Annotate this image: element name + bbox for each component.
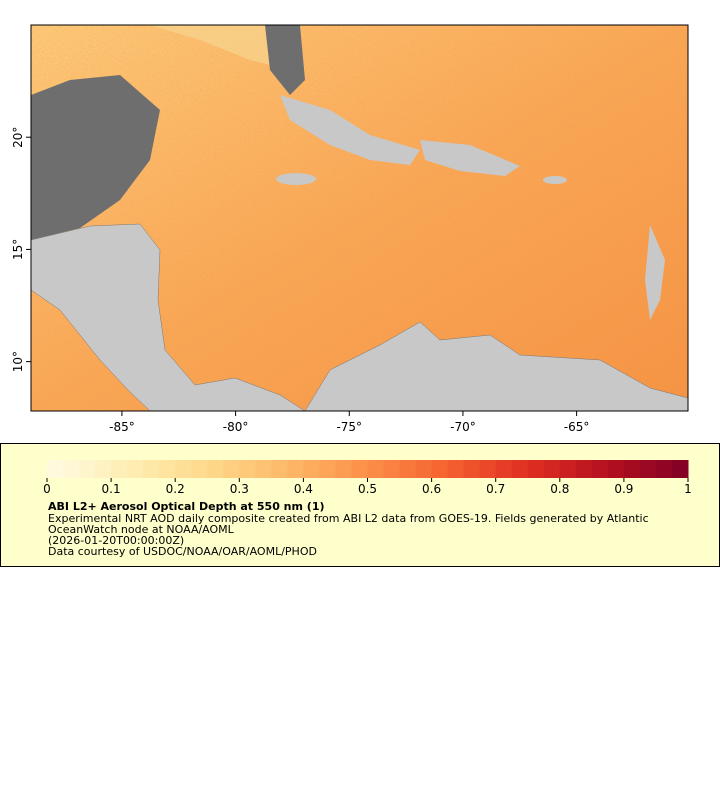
colorbar-step	[415, 460, 433, 478]
x-tick-label: -75°	[336, 420, 362, 434]
map-frame	[30, 24, 689, 412]
colorbar-step	[63, 460, 80, 478]
colorbar-step	[447, 460, 465, 478]
colorbar-step	[383, 460, 401, 478]
colorbar-tick-label: 0.5	[358, 482, 377, 496]
colorbar-tick-label: 0.4	[294, 482, 313, 496]
legend-line: OceanWatch node at NOAA/AOML	[48, 523, 235, 536]
central-america	[31, 223, 306, 411]
colorbar-step	[223, 460, 240, 478]
colorbar-step	[671, 460, 689, 478]
lesser-antilles	[645, 225, 665, 320]
x-tick-label: -85°	[109, 420, 135, 434]
colorbar-step	[95, 460, 112, 478]
colorbar-step	[335, 460, 352, 478]
colorbar-step	[431, 460, 449, 478]
colorbar-tick-label: 0.9	[614, 482, 633, 496]
colorbar-tick-label: 0	[43, 482, 51, 496]
colorbar-tick-label: 0.8	[550, 482, 569, 496]
x-tick-label: -65°	[564, 420, 590, 434]
colorbar-step	[479, 460, 497, 478]
haze	[150, 25, 300, 70]
colorbar-tick-label: 0.1	[102, 482, 121, 496]
hispaniola	[420, 140, 520, 176]
legend-title: ABI L2+ Aerosol Optical Depth at 550 nm …	[48, 500, 325, 513]
axes: -85° -80° -75° -70° -65° 10° 15° 20°	[11, 127, 589, 434]
south-america	[304, 321, 688, 411]
y-tick-label: 20°	[11, 127, 25, 148]
colorbar-step	[655, 460, 673, 478]
x-tick-label: -70°	[450, 420, 476, 434]
colorbar: 0 0.1 0.2 0.3 0.4 0.5 0.6 0.7 0.8 0.9 1	[43, 460, 692, 496]
colorbar-step	[511, 460, 529, 478]
colorbar-step	[623, 460, 641, 478]
cloud-land	[31, 75, 160, 240]
colorbar-step	[367, 460, 385, 478]
colorbar-step	[127, 460, 144, 478]
legend-line: (2026-01-20T00:00:00Z)	[48, 534, 184, 547]
colorbar-step	[463, 460, 481, 478]
colorbar-step	[111, 460, 128, 478]
x-tick-label: -80°	[223, 420, 249, 434]
colorbar-tick-label: 0.3	[230, 482, 249, 496]
colorbar-step	[191, 460, 208, 478]
jamaica	[276, 173, 316, 185]
colorbar-step	[559, 460, 577, 478]
legend-line: Experimental NRT AOD daily composite cre…	[48, 512, 649, 525]
colorbar-step	[607, 460, 625, 478]
puerto-rico	[543, 176, 567, 184]
colorbar-step	[543, 460, 561, 478]
colorbar-step	[351, 460, 368, 478]
legend-line: Data courtesy of USDOC/NOAA/OAR/AOML/PHO…	[48, 545, 317, 558]
y-tick-label: 10°	[11, 351, 25, 372]
colorbar-step	[575, 460, 593, 478]
map-area	[31, 25, 688, 411]
colorbar-tick-label: 0.2	[166, 482, 185, 496]
colorbar-step	[271, 460, 288, 478]
colorbar-tick-label: 1	[684, 482, 692, 496]
colorbar-step	[287, 460, 304, 478]
colorbar-step	[239, 460, 256, 478]
colorbar-step	[255, 460, 272, 478]
colorbar-step	[303, 460, 320, 478]
colorbar-step	[495, 460, 513, 478]
colorbar-step	[319, 460, 336, 478]
florida	[265, 25, 305, 95]
colorbar-step	[399, 460, 417, 478]
colorbar-step	[639, 460, 657, 478]
colorbar-step	[159, 460, 176, 478]
colorbar-step	[79, 460, 96, 478]
colorbar-tick-label: 0.7	[486, 482, 505, 496]
colorbar-step	[527, 460, 545, 478]
colorbar-tick-label: 0.6	[422, 482, 441, 496]
cuba	[280, 95, 420, 165]
colorbar-step	[175, 460, 192, 478]
colorbar-step	[47, 460, 64, 478]
colorbar-step	[143, 460, 160, 478]
colorbar-step	[591, 460, 609, 478]
colorbar-step	[207, 460, 224, 478]
y-tick-label: 15°	[11, 239, 25, 260]
